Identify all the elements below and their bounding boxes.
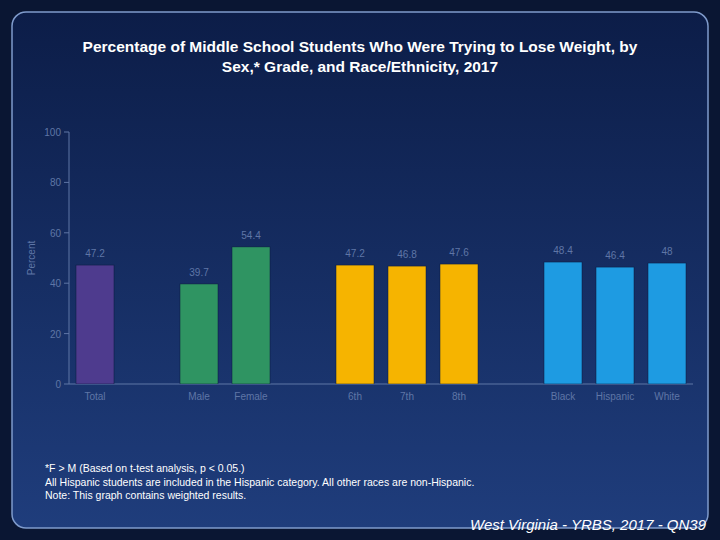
category-label: Total [84,391,105,402]
bar [180,284,218,384]
data-label: 48.4 [553,245,573,256]
y-tick [64,283,69,284]
bar [596,267,634,384]
y-tick-label: 60 [50,228,62,239]
data-label: 47.6 [449,247,469,258]
title: Percentage of Middle School Students Who… [83,38,638,75]
y-tick [64,132,69,133]
y-tick-label: 80 [50,177,62,188]
background [0,0,720,540]
data-label: 46.8 [397,249,417,260]
bar [648,263,686,384]
footnote: Note: This graph contains weighted resul… [45,489,246,501]
category-label: Female [234,391,268,402]
category-label: Black [551,391,576,402]
y-tick [64,182,69,183]
y-tick-label: 20 [50,329,62,340]
category-label: Male [188,391,210,402]
source: West Virginia - YRBS, 2017 - QN39 [470,516,707,533]
category-label: Hispanic [596,391,634,402]
y-axis-label: Percent [26,241,37,276]
bar [440,264,478,384]
bar [76,265,114,384]
data-label: 46.4 [605,250,625,261]
data-label: 39.7 [189,267,209,278]
bar [388,266,426,384]
bar [544,262,582,384]
y-axis [69,132,70,384]
data-label: 54.4 [241,230,261,241]
data-label: 47.2 [85,248,105,259]
data-label: 47.2 [345,248,365,259]
category-label: White [654,391,680,402]
bars [76,247,686,384]
category-label: 8th [452,391,466,402]
y-tick [64,384,69,385]
category-label: 7th [400,391,414,402]
y-tick [64,232,69,233]
category-label: 6th [348,391,362,402]
footnote: *F > M (Based on t-test analysis, p < 0.… [45,462,245,474]
footnote: All Hispanic students are included in th… [45,476,474,488]
panel [12,12,708,528]
chart: Percentage of Middle School Students Who… [0,0,720,540]
y-tick [64,333,69,334]
y-tick-label: 0 [55,379,61,390]
y-tick-label: 100 [44,127,61,138]
bar [336,265,374,384]
y-tick-label: 40 [50,278,62,289]
data-label: 48 [661,246,673,257]
bar [232,247,270,384]
